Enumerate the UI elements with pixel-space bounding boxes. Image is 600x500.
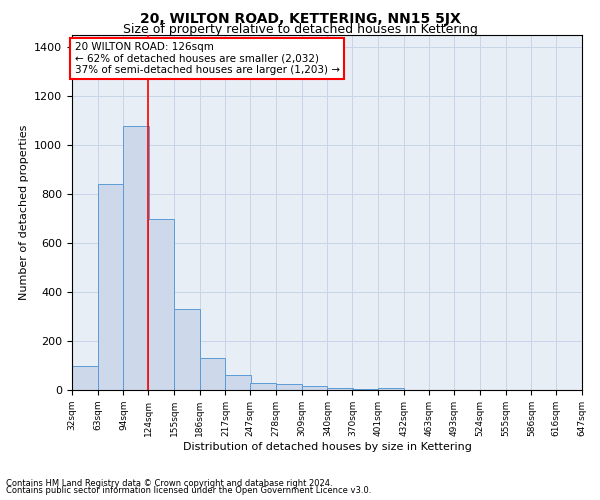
Bar xyxy=(124,126,149,390)
Y-axis label: Number of detached properties: Number of detached properties xyxy=(19,125,29,300)
Bar xyxy=(148,218,174,390)
Text: Size of property relative to detached houses in Kettering: Size of property relative to detached ho… xyxy=(122,22,478,36)
Bar xyxy=(226,376,251,390)
Bar xyxy=(352,389,378,390)
Bar xyxy=(378,388,404,390)
Bar xyxy=(98,184,124,390)
Text: Contains HM Land Registry data © Crown copyright and database right 2024.: Contains HM Land Registry data © Crown c… xyxy=(6,478,332,488)
Bar xyxy=(250,382,276,390)
Bar xyxy=(200,358,226,390)
X-axis label: Distribution of detached houses by size in Kettering: Distribution of detached houses by size … xyxy=(182,442,472,452)
Bar xyxy=(302,386,328,390)
Text: 20 WILTON ROAD: 126sqm
← 62% of detached houses are smaller (2,032)
37% of semi-: 20 WILTON ROAD: 126sqm ← 62% of detached… xyxy=(74,42,340,76)
Text: Contains public sector information licensed under the Open Government Licence v3: Contains public sector information licen… xyxy=(6,486,371,495)
Bar xyxy=(174,309,200,390)
Bar xyxy=(276,384,302,390)
Bar xyxy=(328,388,353,390)
Bar xyxy=(72,366,98,390)
Text: 20, WILTON ROAD, KETTERING, NN15 5JX: 20, WILTON ROAD, KETTERING, NN15 5JX xyxy=(140,12,460,26)
